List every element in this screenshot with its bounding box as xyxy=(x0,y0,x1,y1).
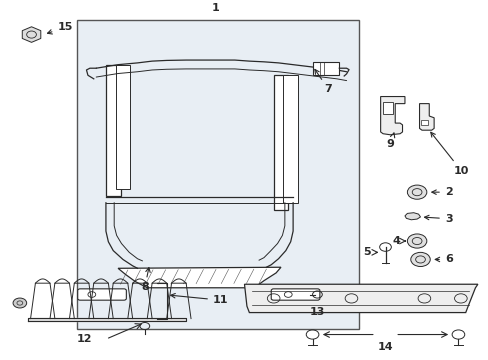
Circle shape xyxy=(407,234,426,248)
Polygon shape xyxy=(118,267,281,288)
FancyBboxPatch shape xyxy=(271,289,319,300)
Polygon shape xyxy=(404,213,420,220)
Text: 12: 12 xyxy=(77,334,92,344)
Text: 1: 1 xyxy=(211,3,219,13)
Bar xyxy=(106,65,120,196)
Polygon shape xyxy=(28,318,186,321)
Polygon shape xyxy=(244,284,477,312)
Text: 9: 9 xyxy=(386,133,394,149)
Bar xyxy=(382,102,392,114)
Circle shape xyxy=(13,298,27,308)
Text: 13: 13 xyxy=(309,307,325,317)
Polygon shape xyxy=(22,27,41,42)
Bar xyxy=(420,120,427,125)
Bar xyxy=(77,21,358,329)
Text: 4: 4 xyxy=(391,236,399,246)
Bar xyxy=(273,75,287,210)
Bar xyxy=(283,75,297,203)
Text: 10: 10 xyxy=(430,132,468,176)
FancyBboxPatch shape xyxy=(78,289,126,300)
Text: 7: 7 xyxy=(314,69,332,94)
Bar xyxy=(312,62,339,75)
Circle shape xyxy=(410,252,429,266)
Bar xyxy=(116,65,130,189)
Text: 2: 2 xyxy=(431,187,452,197)
Text: 11: 11 xyxy=(170,293,228,305)
Text: 3: 3 xyxy=(424,214,451,224)
Polygon shape xyxy=(419,104,433,130)
Text: 8: 8 xyxy=(141,267,150,292)
Text: 5: 5 xyxy=(363,247,370,257)
Circle shape xyxy=(407,185,426,199)
Polygon shape xyxy=(380,96,404,135)
Text: 6: 6 xyxy=(434,255,452,265)
Text: 14: 14 xyxy=(377,342,392,352)
Text: 15: 15 xyxy=(47,22,73,34)
